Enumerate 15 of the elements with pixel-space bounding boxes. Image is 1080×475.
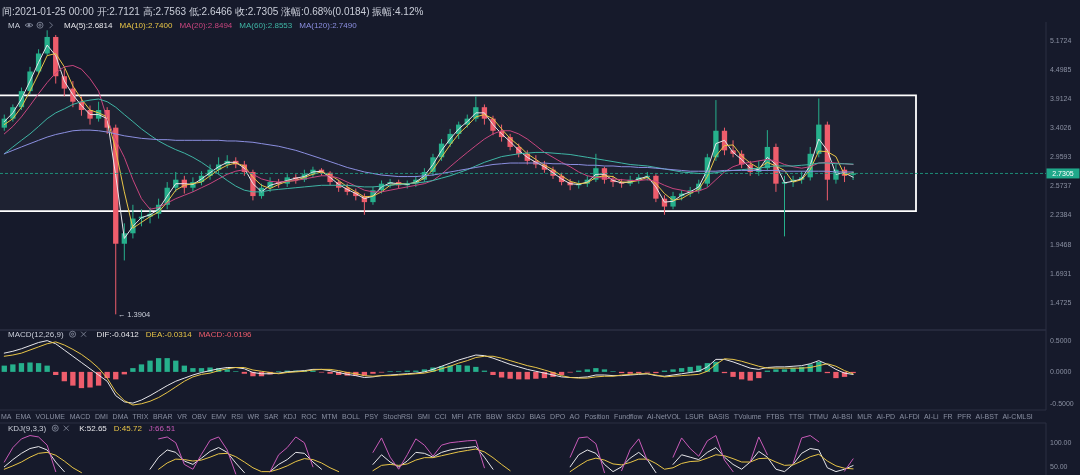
legend-title: MACD(12,26,9) bbox=[8, 330, 64, 339]
text: MA(60):2.8553 bbox=[239, 21, 293, 30]
text: MA(20):2.8494 bbox=[179, 21, 233, 30]
text: MACD:-0.0196 bbox=[198, 330, 253, 339]
text: DEA:-0.0314 bbox=[145, 330, 193, 339]
text: D:45.72 bbox=[113, 424, 143, 433]
chart-title: 间:2021-01-25 00:00 开:2.7121 高:2.7563 低:2.6466 收:2.7305 涨幅:0.68%(0.0184) 振幅:4.12% bbox=[2, 6, 424, 17]
legend-title: KDJ(9,3,3) bbox=[8, 424, 47, 433]
text: MA(5):2.6814 bbox=[64, 21, 114, 30]
text: DIF:-0.0412 bbox=[96, 330, 140, 339]
text: MA(120):2.7490 bbox=[299, 21, 358, 30]
text: K:52.65 bbox=[79, 424, 108, 433]
series-label: J:66.51 bbox=[148, 424, 176, 433]
text: MA(10):2.7400 bbox=[119, 21, 173, 30]
legend-title: MA bbox=[8, 21, 21, 30]
